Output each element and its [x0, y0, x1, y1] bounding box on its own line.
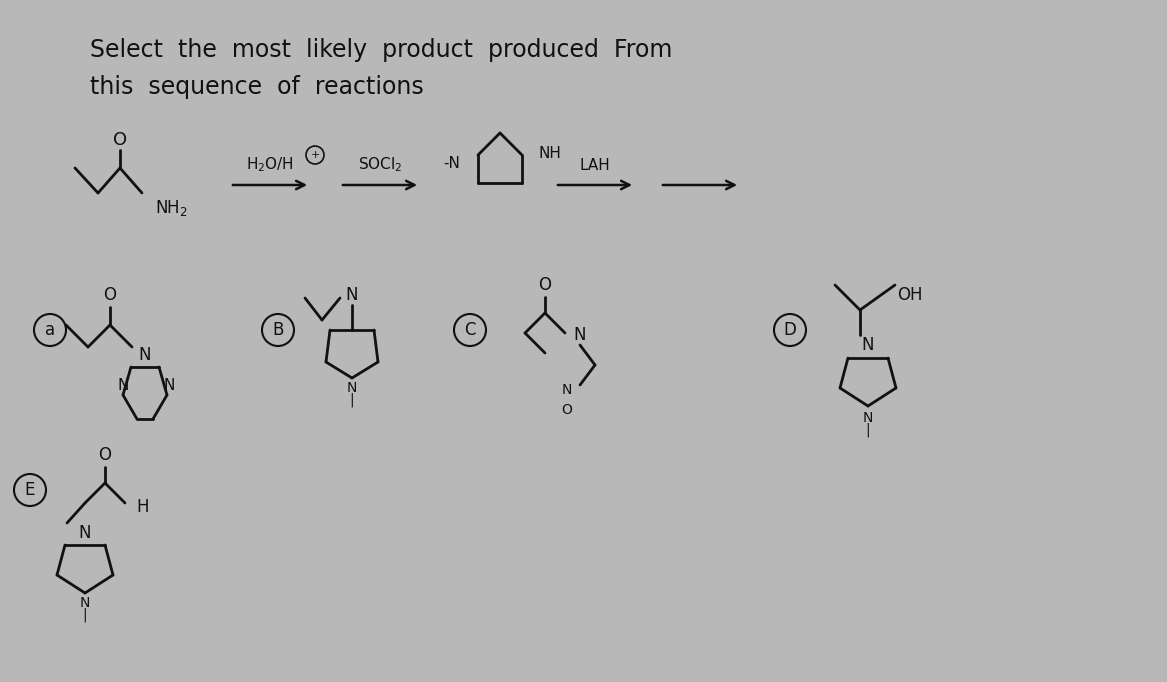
Text: |: | [866, 423, 871, 437]
Text: O: O [104, 286, 117, 304]
Text: O: O [98, 446, 112, 464]
Text: -N: -N [443, 155, 461, 170]
Text: this  sequence  of  reactions: this sequence of reactions [90, 75, 424, 99]
Text: H$_2$O/H: H$_2$O/H [246, 155, 294, 175]
Text: H: H [137, 498, 149, 516]
Text: N: N [574, 326, 586, 344]
Text: E: E [25, 481, 35, 499]
Text: N: N [163, 378, 175, 393]
Text: N: N [139, 346, 152, 364]
Text: +: + [310, 150, 320, 160]
Text: SOCl$_2$: SOCl$_2$ [358, 155, 403, 175]
Text: N: N [862, 411, 873, 425]
Text: N: N [118, 378, 128, 393]
Text: N: N [861, 336, 874, 354]
Text: O: O [113, 131, 127, 149]
Text: N: N [561, 383, 572, 397]
Text: O: O [538, 276, 552, 294]
Text: |: | [83, 608, 88, 622]
Text: O: O [561, 403, 573, 417]
Text: B: B [272, 321, 284, 339]
Text: C: C [464, 321, 476, 339]
Text: N: N [345, 286, 358, 304]
Text: NH: NH [538, 145, 561, 160]
Text: |: | [350, 393, 355, 407]
Text: OH: OH [897, 286, 923, 304]
Text: N: N [347, 381, 357, 395]
Text: LAH: LAH [580, 158, 610, 173]
Text: NH$_2$: NH$_2$ [155, 198, 188, 218]
Text: D: D [783, 321, 796, 339]
Text: Select  the  most  likely  product  produced  From: Select the most likely product produced … [90, 38, 672, 62]
Text: a: a [46, 321, 55, 339]
Text: N: N [79, 596, 90, 610]
Text: N: N [78, 524, 91, 542]
